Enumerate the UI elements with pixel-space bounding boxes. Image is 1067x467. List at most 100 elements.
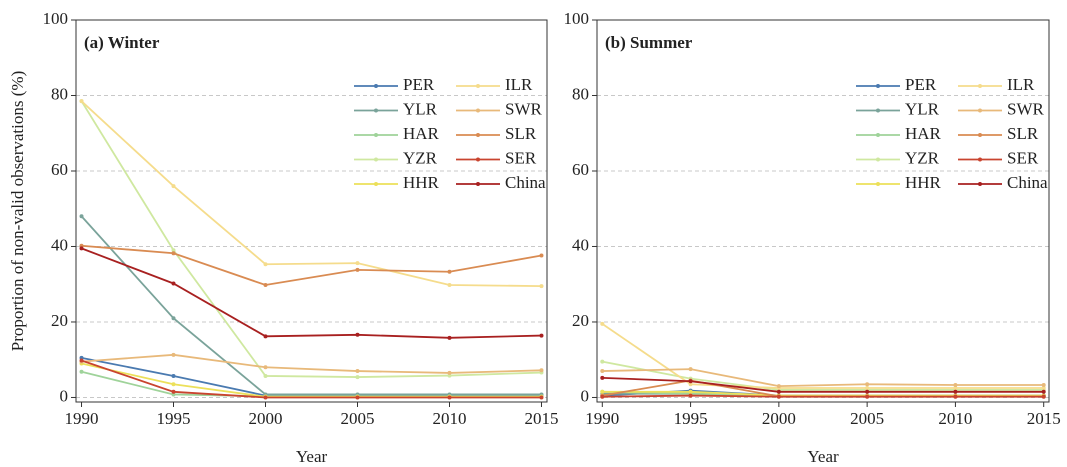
x-tick-label: 2010	[432, 409, 466, 428]
data-point	[776, 389, 781, 394]
data-point	[79, 369, 84, 374]
legend-label: SWR	[505, 99, 543, 118]
legend-label: YZR	[905, 148, 940, 167]
data-point	[776, 384, 781, 389]
data-point	[355, 375, 360, 380]
legend-label: HHR	[403, 173, 440, 192]
data-point	[539, 284, 544, 289]
legend-marker	[476, 133, 480, 137]
data-point	[688, 379, 693, 384]
data-point	[79, 358, 84, 363]
series-line	[80, 100, 542, 288]
data-point	[171, 389, 176, 394]
legend-label: China	[505, 173, 546, 192]
legend-label: PER	[403, 75, 435, 94]
y-tick-label: 40	[51, 235, 68, 254]
legend-marker	[978, 182, 982, 186]
data-point	[865, 394, 870, 399]
legend-marker	[978, 108, 982, 113]
data-point	[953, 386, 958, 391]
legend-marker	[476, 182, 480, 186]
series-line	[602, 368, 1044, 388]
data-point	[355, 332, 360, 337]
data-point	[688, 389, 693, 394]
legend-marker	[374, 84, 378, 88]
x-tick-label: 2005	[340, 409, 374, 428]
y-tick-label: 80	[572, 84, 589, 103]
legend-label: YLR	[905, 99, 940, 118]
series-line	[81, 247, 542, 339]
y-tick-label: 80	[51, 84, 68, 103]
x-axis-label: Year	[296, 447, 328, 466]
data-point	[355, 395, 360, 400]
legend-marker	[374, 133, 378, 137]
legend-marker	[978, 133, 982, 137]
y-tick-label: 20	[51, 311, 68, 330]
x-tick-label: 1995	[157, 409, 191, 428]
legend-marker	[876, 157, 880, 162]
y-tick-label: 100	[564, 9, 590, 28]
data-point	[1041, 394, 1046, 399]
y-tick-label: 0	[60, 386, 69, 405]
plot-frame	[596, 19, 1050, 403]
data-point	[600, 389, 605, 394]
series-line	[80, 100, 542, 378]
data-point	[539, 253, 544, 258]
legend-label: SER	[505, 148, 537, 167]
series-line	[602, 376, 1044, 393]
legend-marker	[374, 157, 378, 162]
y-tick-label: 40	[572, 235, 589, 254]
series-line	[80, 215, 542, 396]
series-line	[81, 359, 542, 399]
legend-label: China	[1007, 173, 1048, 192]
data-point	[263, 282, 268, 287]
data-point	[539, 333, 544, 338]
data-point	[539, 395, 544, 400]
x-tick-label: 2000	[249, 409, 283, 428]
legend-marker	[876, 133, 880, 137]
data-point	[776, 394, 781, 399]
data-point	[263, 365, 268, 370]
data-point	[79, 99, 84, 104]
legend-marker	[476, 108, 480, 113]
plot-frame	[75, 19, 548, 403]
data-point	[447, 269, 452, 274]
data-point	[355, 369, 360, 374]
data-point	[79, 214, 84, 219]
legend-label: SLR	[1007, 124, 1039, 143]
x-tick-label: 1995	[674, 409, 708, 428]
legend-marker	[374, 182, 378, 186]
series-line	[81, 244, 542, 286]
data-point	[953, 389, 958, 394]
data-point	[600, 369, 605, 374]
data-point	[355, 267, 360, 272]
x-tick-label: 2015	[1027, 409, 1061, 428]
data-point	[447, 335, 452, 340]
data-point	[171, 316, 176, 321]
legend-marker	[374, 108, 378, 113]
data-point	[171, 352, 176, 357]
legend-label: HHR	[905, 173, 942, 192]
legend-marker	[876, 108, 880, 113]
x-tick-label: 1990	[65, 409, 99, 428]
legend-label: YLR	[403, 99, 438, 118]
data-point	[865, 382, 870, 387]
series-line	[601, 323, 1044, 389]
data-point	[688, 393, 693, 398]
data-point	[79, 246, 84, 251]
chart-title: (b) Summer	[605, 33, 693, 52]
data-point	[688, 367, 693, 372]
data-point	[1041, 383, 1046, 388]
data-point	[263, 373, 268, 378]
legend-marker	[876, 84, 880, 88]
legend-marker	[978, 84, 982, 88]
data-point	[953, 383, 958, 388]
legend-marker	[476, 84, 480, 88]
data-point	[263, 395, 268, 400]
data-point	[355, 261, 360, 266]
data-point	[600, 321, 605, 326]
legend-label: HAR	[905, 124, 942, 143]
y-tick-label: 60	[572, 160, 589, 179]
data-point	[600, 359, 605, 364]
